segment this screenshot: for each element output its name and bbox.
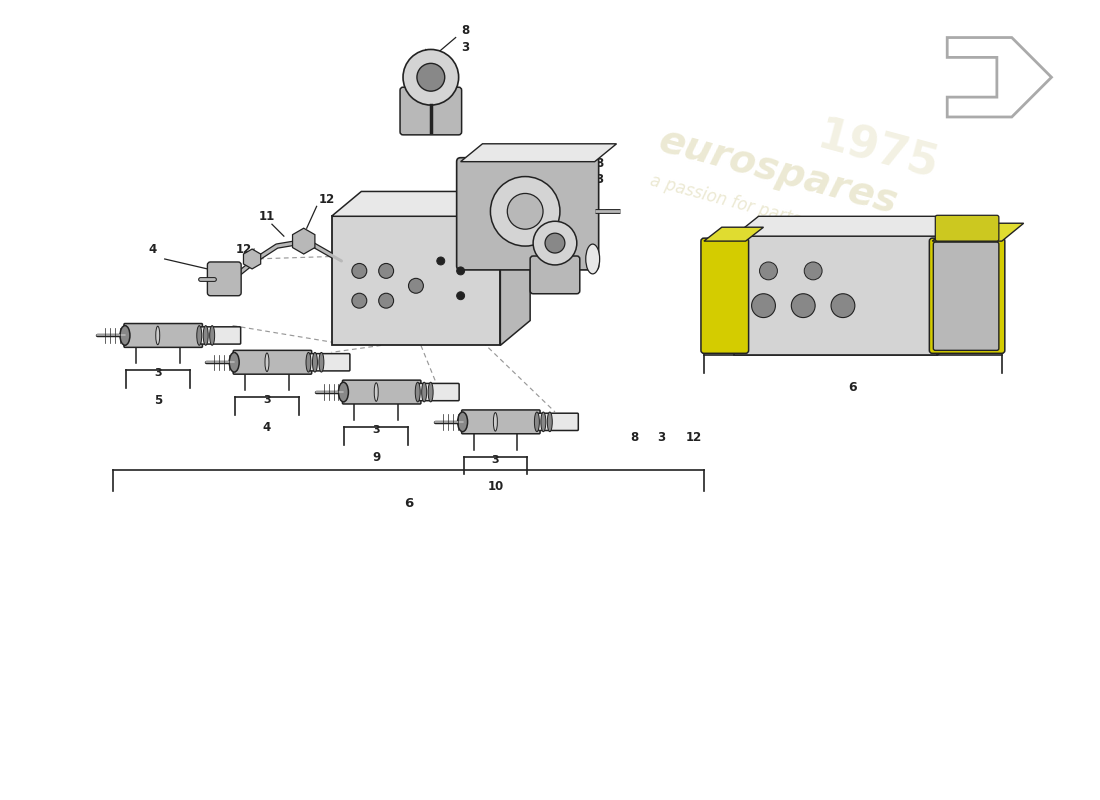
Circle shape bbox=[830, 294, 855, 318]
Text: 9: 9 bbox=[372, 450, 381, 464]
FancyBboxPatch shape bbox=[342, 380, 421, 404]
FancyBboxPatch shape bbox=[462, 410, 540, 434]
FancyBboxPatch shape bbox=[456, 158, 598, 270]
Text: 8: 8 bbox=[595, 157, 604, 170]
Ellipse shape bbox=[197, 326, 201, 346]
Circle shape bbox=[378, 294, 394, 308]
Text: 10: 10 bbox=[487, 481, 504, 494]
Circle shape bbox=[804, 262, 822, 280]
Text: 3: 3 bbox=[263, 395, 271, 405]
Polygon shape bbox=[500, 191, 530, 346]
FancyBboxPatch shape bbox=[933, 242, 999, 350]
Circle shape bbox=[408, 278, 424, 294]
Ellipse shape bbox=[421, 382, 427, 402]
FancyBboxPatch shape bbox=[208, 262, 241, 296]
Ellipse shape bbox=[541, 412, 546, 432]
FancyBboxPatch shape bbox=[200, 327, 241, 344]
Polygon shape bbox=[933, 223, 1024, 241]
Text: 4: 4 bbox=[263, 421, 271, 434]
Text: 5: 5 bbox=[154, 394, 162, 407]
Ellipse shape bbox=[306, 353, 311, 372]
Text: 3: 3 bbox=[154, 368, 162, 378]
Text: 12: 12 bbox=[686, 431, 702, 444]
FancyBboxPatch shape bbox=[930, 238, 1004, 354]
Circle shape bbox=[456, 267, 464, 275]
Circle shape bbox=[544, 233, 565, 253]
Circle shape bbox=[417, 63, 444, 91]
FancyBboxPatch shape bbox=[530, 256, 580, 294]
Circle shape bbox=[751, 294, 776, 318]
Ellipse shape bbox=[339, 382, 349, 402]
Text: 4: 4 bbox=[148, 242, 157, 255]
Polygon shape bbox=[243, 249, 261, 269]
Polygon shape bbox=[734, 216, 962, 236]
Ellipse shape bbox=[210, 326, 214, 346]
Ellipse shape bbox=[156, 326, 160, 345]
Circle shape bbox=[352, 263, 366, 278]
Text: 6: 6 bbox=[404, 498, 414, 510]
Circle shape bbox=[759, 262, 778, 280]
Ellipse shape bbox=[535, 412, 539, 432]
Polygon shape bbox=[937, 216, 962, 355]
Ellipse shape bbox=[204, 326, 208, 346]
Ellipse shape bbox=[229, 353, 239, 372]
Ellipse shape bbox=[494, 413, 497, 431]
Ellipse shape bbox=[585, 244, 600, 274]
Text: 3: 3 bbox=[492, 454, 499, 465]
Ellipse shape bbox=[120, 326, 130, 346]
Text: 3: 3 bbox=[373, 425, 380, 435]
FancyBboxPatch shape bbox=[935, 215, 999, 241]
FancyBboxPatch shape bbox=[701, 238, 749, 354]
FancyBboxPatch shape bbox=[310, 354, 350, 371]
FancyBboxPatch shape bbox=[419, 383, 459, 401]
Circle shape bbox=[437, 257, 444, 265]
Circle shape bbox=[378, 263, 394, 278]
FancyBboxPatch shape bbox=[331, 216, 500, 346]
Polygon shape bbox=[704, 227, 763, 241]
FancyBboxPatch shape bbox=[400, 87, 462, 135]
Circle shape bbox=[456, 292, 464, 300]
Text: 8: 8 bbox=[462, 24, 470, 37]
Text: 12: 12 bbox=[318, 193, 334, 206]
Ellipse shape bbox=[548, 412, 552, 432]
Ellipse shape bbox=[265, 353, 269, 371]
Text: 8: 8 bbox=[630, 431, 638, 444]
Circle shape bbox=[507, 194, 543, 229]
FancyBboxPatch shape bbox=[233, 350, 311, 374]
Text: 3: 3 bbox=[462, 41, 470, 54]
Ellipse shape bbox=[312, 353, 318, 372]
Text: 1975: 1975 bbox=[813, 115, 943, 189]
Circle shape bbox=[403, 50, 459, 105]
Ellipse shape bbox=[428, 382, 433, 402]
Text: 3: 3 bbox=[657, 431, 665, 444]
Polygon shape bbox=[461, 144, 616, 162]
Ellipse shape bbox=[415, 382, 420, 402]
Circle shape bbox=[534, 222, 576, 265]
Ellipse shape bbox=[319, 353, 323, 372]
Text: 11: 11 bbox=[258, 210, 275, 222]
FancyBboxPatch shape bbox=[124, 323, 202, 347]
Polygon shape bbox=[331, 191, 530, 216]
Ellipse shape bbox=[374, 382, 378, 402]
Ellipse shape bbox=[458, 412, 468, 432]
Polygon shape bbox=[293, 228, 315, 254]
Text: 12: 12 bbox=[236, 242, 252, 255]
Text: 3: 3 bbox=[595, 173, 604, 186]
Circle shape bbox=[491, 177, 560, 246]
FancyBboxPatch shape bbox=[538, 414, 579, 430]
Circle shape bbox=[791, 294, 815, 318]
FancyBboxPatch shape bbox=[734, 236, 937, 355]
Circle shape bbox=[352, 294, 366, 308]
Text: 6: 6 bbox=[848, 381, 857, 394]
Text: a passion for parts since: a passion for parts since bbox=[648, 171, 849, 242]
Text: eurospares: eurospares bbox=[654, 122, 902, 222]
